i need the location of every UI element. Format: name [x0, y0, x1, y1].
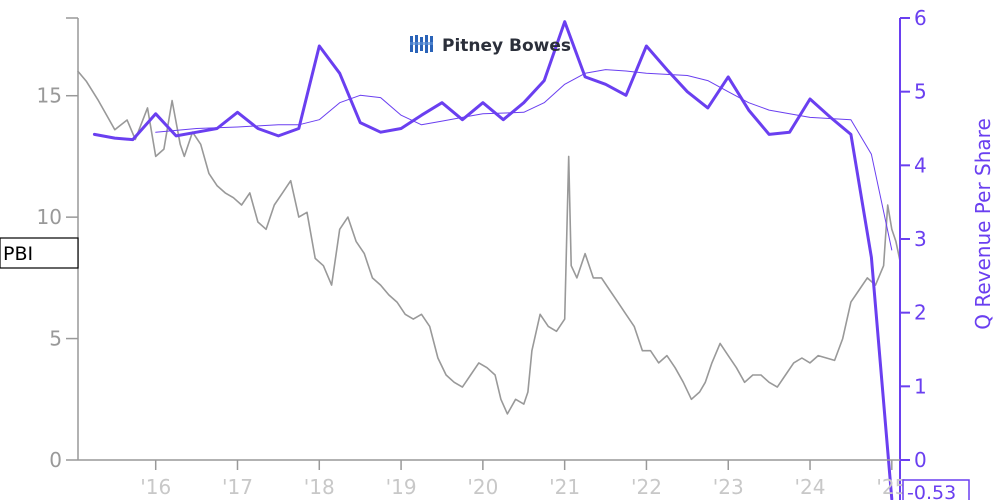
- left-tick-label: 10: [37, 205, 62, 229]
- plot-area: [77, 20, 901, 500]
- x-tick-label: '24: [795, 475, 826, 499]
- right-tick-label: 2: [914, 301, 927, 325]
- right-tick-label: 4: [914, 153, 927, 177]
- revenue-series-line: [92, 20, 894, 500]
- left-tick-label: 0: [49, 448, 62, 472]
- left-tick-label: 5: [49, 327, 62, 351]
- ticker-label: PBI: [0, 237, 79, 269]
- x-tick-label: '17: [222, 475, 253, 499]
- last-revenue-value-label: -0.53: [902, 479, 970, 500]
- x-tick-label: '22: [631, 475, 662, 499]
- x-tick-label: '20: [467, 475, 498, 499]
- right-axis-title: Q Revenue Per Share: [971, 118, 995, 330]
- price-series-line: [77, 70, 901, 415]
- pitney-bowes-logo-icon: [410, 35, 433, 53]
- last-revenue-value-text: -0.53: [907, 482, 956, 500]
- x-tick-label: '19: [386, 475, 417, 499]
- right-tick-label: 6: [914, 6, 927, 30]
- x-tick-label: '25: [876, 475, 907, 499]
- pitney-bowes-logo: Pitney Bowes: [410, 35, 571, 56]
- x-axis: '16 '17 '18 '19 '20 '21 '22 '23 '24 '25: [78, 459, 907, 499]
- right-tick-label: 1: [914, 374, 927, 398]
- logo-text: Pitney Bowes: [442, 36, 571, 56]
- right-tick-label: 0: [914, 448, 927, 472]
- right-tick-label: 3: [914, 227, 927, 251]
- revenue-average-series-line: [155, 69, 893, 251]
- left-tick-label: 15: [37, 84, 62, 108]
- ticker-text: PBI: [3, 243, 33, 265]
- x-tick-label: '16: [140, 475, 171, 499]
- x-tick-label: '23: [713, 475, 744, 499]
- right-revenue-axis: 0 1 2 3 4 5 6: [899, 6, 927, 500]
- right-tick-label: 5: [914, 80, 927, 104]
- x-tick-label: '18: [304, 475, 335, 499]
- left-price-axis: 0 5 10 15: [37, 17, 79, 472]
- x-tick-label: '21: [549, 475, 580, 499]
